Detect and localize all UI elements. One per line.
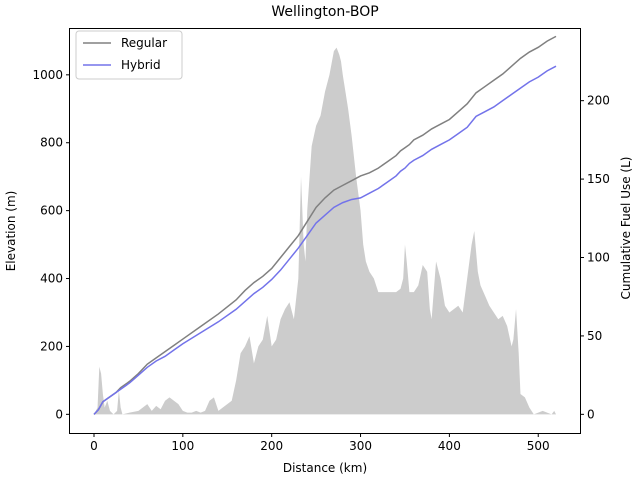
y-left-tick-label: 0 <box>55 407 63 421</box>
elevation-layer <box>93 47 557 415</box>
y-right-tick-label: 50 <box>587 329 602 343</box>
x-tick-label: 500 <box>527 439 550 453</box>
legend-label-hybrid: Hybrid <box>121 58 161 72</box>
y-left-tick-label: 600 <box>40 204 63 218</box>
y-right-tick-label: 100 <box>587 251 610 265</box>
y-left-axis: 0 200 400 600 800 1000 <box>32 68 70 421</box>
x-axis: 0 100 200 300 400 500 <box>90 433 550 453</box>
y-left-tick-label: 200 <box>40 339 63 353</box>
elevation-area <box>93 47 557 415</box>
y-right-tick-label: 200 <box>587 94 610 108</box>
y-left-tick-label: 800 <box>40 136 63 150</box>
x-tick-label: 300 <box>349 439 372 453</box>
x-tick-label: 400 <box>438 439 461 453</box>
series-line-regular <box>93 35 557 415</box>
chart-title: Wellington-BOP <box>271 4 378 20</box>
x-tick-label: 100 <box>171 439 194 453</box>
y-right-axis-label: Cumulative Fuel Use (L) <box>619 157 633 300</box>
x-axis-label: Distance (km) <box>283 461 367 475</box>
y-left-axis-label: Elevation (m) <box>4 191 18 272</box>
series-layer <box>93 35 557 415</box>
legend: Regular Hybrid <box>75 30 183 80</box>
legend-label-regular: Regular <box>121 36 167 50</box>
plot-area <box>69 28 581 434</box>
plot-frame <box>69 28 581 434</box>
y-right-tick-label: 0 <box>587 407 595 421</box>
x-tick-label: 200 <box>260 439 283 453</box>
series-line-hybrid <box>93 65 557 415</box>
x-tick-label: 0 <box>90 439 98 453</box>
y-right-axis: 0 50 100 150 200 <box>580 94 610 421</box>
y-left-tick-label: 1000 <box>32 68 63 82</box>
y-left-tick-label: 400 <box>40 272 63 286</box>
y-right-tick-label: 150 <box>587 172 610 186</box>
